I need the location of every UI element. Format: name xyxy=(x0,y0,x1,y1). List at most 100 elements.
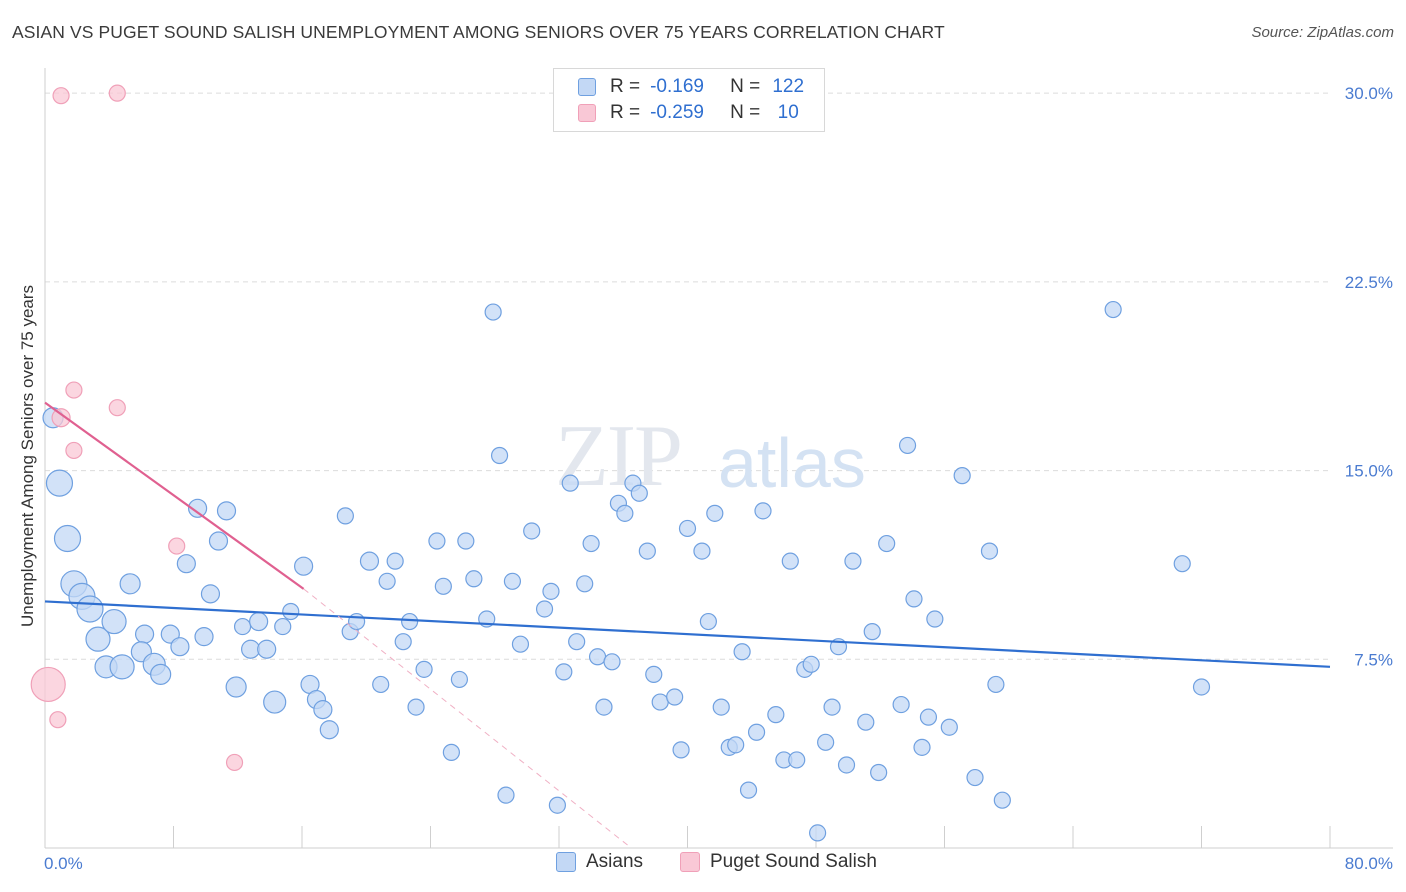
asians-point xyxy=(576,575,594,593)
asians-point xyxy=(767,706,785,724)
asians-point xyxy=(857,713,875,731)
asians-point xyxy=(638,542,656,560)
grid-lines xyxy=(45,92,1330,660)
asians-point xyxy=(119,573,141,595)
series-swatch-asians xyxy=(556,852,576,872)
asians-point xyxy=(630,484,648,502)
asians-point xyxy=(672,741,690,759)
legend-n-value: 10 xyxy=(777,102,799,123)
correlation-legend: R = -0.169 N = 122 R = -0.259 N = 10 xyxy=(553,68,825,132)
asians-point xyxy=(913,738,931,756)
salish-point xyxy=(49,711,67,729)
y-tick-label: 15.0% xyxy=(1345,462,1393,481)
asians-point xyxy=(233,617,252,636)
series-legend-salish[interactable]: Puget Sound Salish xyxy=(680,851,877,873)
asians-point xyxy=(747,723,766,741)
asians-point xyxy=(490,446,509,465)
legend-r-label: R = xyxy=(610,102,641,123)
asians-point xyxy=(523,522,541,540)
asians-point xyxy=(134,624,155,644)
watermark-atlas: atlas xyxy=(718,424,866,502)
data-points xyxy=(30,84,1211,842)
chart-title: ASIAN VS PUGET SOUND SALISH UNEMPLOYMENT… xyxy=(12,22,945,42)
asians-point xyxy=(415,660,433,678)
legend-row-asians: R = -0.169 N = 122 xyxy=(578,75,808,99)
asians-point xyxy=(170,637,190,657)
asians-point xyxy=(905,590,923,608)
salish-point xyxy=(108,399,126,417)
asians-point xyxy=(823,698,841,716)
asians-point xyxy=(257,639,277,659)
legend-row-salish: R = -0.259 N = 10 xyxy=(578,101,808,125)
legend-swatch-salish xyxy=(578,104,596,122)
asians-point xyxy=(200,584,221,604)
y-tick-label: 7.5% xyxy=(1354,650,1393,669)
asians-point xyxy=(980,542,999,560)
asians-point xyxy=(109,654,135,680)
asians-point xyxy=(442,743,460,761)
asians-point xyxy=(176,554,196,574)
asians-point xyxy=(263,690,287,714)
series-legend-asians[interactable]: Asians xyxy=(556,851,643,873)
asians-point xyxy=(802,655,820,673)
salish-point xyxy=(168,537,186,555)
series-legend: Asians Puget Sound Salish xyxy=(0,851,1406,879)
asians-point xyxy=(434,577,452,595)
x-tick-label-min: 0.0% xyxy=(44,854,83,873)
asians-point xyxy=(535,600,554,618)
asians-point xyxy=(216,501,237,521)
trend-lines xyxy=(44,401,1331,849)
asians-point xyxy=(926,610,944,628)
asians-point xyxy=(101,608,127,635)
asians-point xyxy=(85,626,111,652)
asians-point xyxy=(699,612,717,631)
asians-point xyxy=(616,504,634,522)
asians-point xyxy=(503,572,522,590)
asians-point xyxy=(645,665,663,683)
watermark: ZIP atlas xyxy=(555,408,866,505)
asians-point xyxy=(497,786,515,804)
asians-point xyxy=(693,542,711,560)
asians-point xyxy=(844,552,862,570)
asians-point xyxy=(1104,300,1122,319)
asians-point xyxy=(727,736,745,754)
series-label-salish: Puget Sound Salish xyxy=(710,851,877,872)
asians-point xyxy=(386,552,404,570)
asians-point xyxy=(548,796,566,814)
salish-point xyxy=(65,381,83,399)
asians-point xyxy=(241,639,261,659)
asians-point xyxy=(666,688,684,706)
series-swatch-salish xyxy=(680,852,700,872)
asians-point xyxy=(1192,678,1211,696)
salish-point xyxy=(52,87,70,105)
asians-point xyxy=(754,502,772,520)
asians-point xyxy=(863,623,881,641)
asians-point xyxy=(987,675,1005,694)
legend-r-value: -0.169 xyxy=(650,76,704,97)
legend-r-value: -0.259 xyxy=(650,102,704,123)
asians-point xyxy=(294,556,314,576)
asians-point xyxy=(588,648,607,666)
asians-point xyxy=(870,763,888,782)
asians-point xyxy=(457,532,475,550)
asians-point xyxy=(781,552,799,570)
asians-point xyxy=(603,653,621,671)
salish-point xyxy=(51,408,71,428)
asians-point xyxy=(428,532,446,550)
asians-point xyxy=(225,676,247,698)
asians-point xyxy=(336,507,354,525)
y-tick-label: 30.0% xyxy=(1345,84,1393,103)
asians-point xyxy=(712,698,730,716)
salish-trend-extension xyxy=(303,588,632,849)
asians-point xyxy=(465,570,483,588)
asians-point xyxy=(194,627,214,647)
legend-n-label: N = xyxy=(730,76,761,97)
asians-point xyxy=(76,595,104,623)
legend-swatch-asians xyxy=(578,78,596,96)
asians-point xyxy=(249,611,269,632)
asians-point xyxy=(53,524,82,553)
asians-point xyxy=(187,498,208,518)
asians-point xyxy=(394,633,412,651)
salish-point xyxy=(65,441,83,460)
legend-r-label: R = xyxy=(610,76,641,97)
